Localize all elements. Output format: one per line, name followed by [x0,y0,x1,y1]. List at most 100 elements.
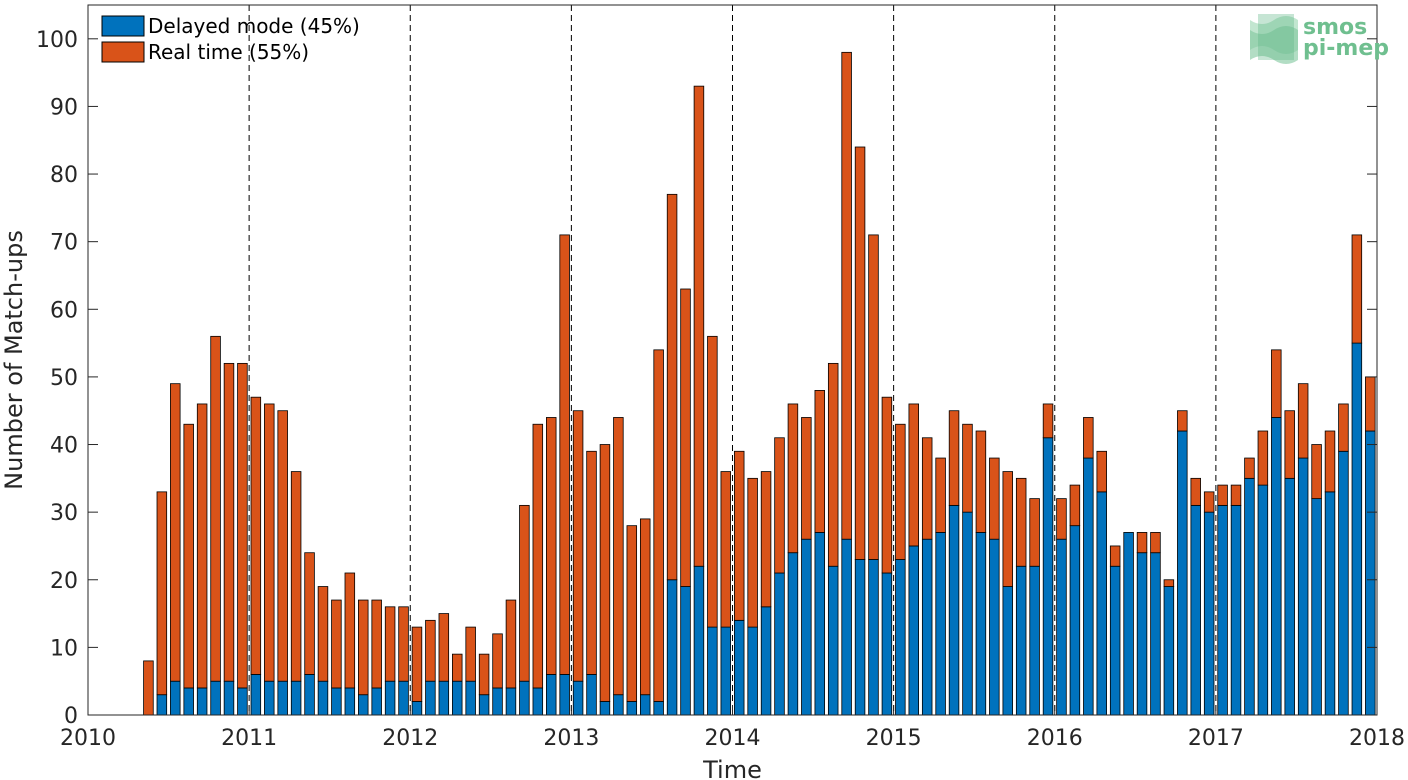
bar-realtime [1230,484,1242,506]
bar-delayed [733,619,745,716]
bar-realtime [384,606,396,682]
bar-realtime [948,410,960,506]
bar-delayed [626,701,638,716]
bar-delayed [559,674,570,716]
bar-delayed [1029,565,1040,716]
bar-delayed [1177,430,1188,716]
y-axis: 0 10 20 30 40 50 60 70 80 90 100 [36,28,1377,729]
bar-delayed [398,680,409,716]
bar-realtime [398,606,409,682]
bar-realtime [1096,450,1107,493]
bar-delayed [1096,491,1107,716]
bar-realtime [680,288,691,587]
bar-realtime [801,417,812,540]
bar-delayed [331,687,342,716]
bar-realtime [478,653,490,696]
bar-realtime [935,457,946,533]
bar-realtime [854,146,866,560]
bar-delayed [317,680,329,716]
bar-delayed [492,687,503,716]
bar-delayed [344,687,356,716]
bar-delayed [1311,498,1322,716]
x-tick-label: 2015 [866,726,922,751]
bar-delayed [1257,484,1269,716]
bar-delayed [1123,532,1134,716]
bar-realtime [572,410,584,682]
bar-delayed [841,538,852,716]
bar-delayed [465,680,476,716]
bar-delayed [1042,437,1054,716]
bar-delayed [787,552,799,716]
bar-delayed [505,687,517,716]
bar-delayed [1109,565,1121,716]
bar-delayed [1297,457,1309,716]
y-tick-label: 90 [50,95,78,120]
bar-delayed [599,701,611,716]
bar-realtime [814,390,826,533]
bar-realtime [666,193,678,581]
bar-realtime [720,471,732,628]
bar-delayed [196,687,208,716]
x-tick-label: 2018 [1349,726,1405,751]
bar-realtime [599,444,611,702]
y-axis-title: Number of Match-ups [0,230,28,490]
bar-realtime [425,619,436,682]
bar-realtime [1338,403,1349,452]
bar-realtime [1083,417,1094,459]
bar-delayed [1069,525,1081,716]
y-tick-label: 0 [64,704,78,729]
x-tick-label: 2014 [705,726,761,751]
bar-realtime [787,403,799,554]
bar-delayed [774,572,785,716]
bar-realtime [170,383,181,682]
bar-realtime [1190,477,1201,506]
bar-realtime [250,396,262,675]
x-tick-label: 2010 [60,726,116,751]
bar-realtime [881,396,893,574]
y-tick-label: 10 [50,636,78,661]
bar-delayed [384,680,396,716]
bar-delayed [881,572,893,716]
bar-delayed [170,680,181,716]
bar-delayed [1230,504,1242,716]
bar-delayed [156,694,168,716]
bar-delayed [720,626,732,716]
bar-realtime [532,423,544,689]
bar-delayed [290,680,302,716]
bar-realtime [156,491,168,696]
bar-realtime [1271,349,1282,418]
bar-realtime [626,525,638,702]
bar-delayed [760,606,772,716]
bar-delayed [1217,504,1228,716]
bar-realtime [452,653,463,682]
bar-delayed [1190,504,1201,716]
bar-realtime [827,362,839,567]
x-tick-label: 2013 [543,726,599,751]
y-tick-label: 40 [50,434,78,459]
bar-delayed [1271,417,1282,716]
bar-delayed [264,680,275,716]
bar-realtime [304,552,315,675]
y-tick-label: 80 [50,163,78,188]
bar-delayed [438,680,450,716]
bar-realtime [546,417,557,675]
bar-delayed [532,687,544,716]
bar-realtime [1351,234,1363,344]
bar-realtime [975,430,987,533]
bar-delayed [1351,342,1363,716]
bar-delayed [921,538,933,716]
bar-delayed [854,559,866,716]
bar-delayed [183,687,194,716]
bar-delayed [814,532,826,716]
bar-delayed [1150,552,1161,716]
bar-realtime [237,362,248,689]
bar-realtime [707,335,718,628]
bar-realtime [653,349,664,702]
y-tick-label: 20 [50,569,78,594]
bar-realtime [492,633,503,689]
bar-delayed [747,626,758,716]
legend-label: Real time (55%) [148,40,309,64]
x-tick-label: 2012 [382,726,438,751]
logo-line1: smos [1303,15,1367,40]
bar-realtime [1136,532,1148,554]
